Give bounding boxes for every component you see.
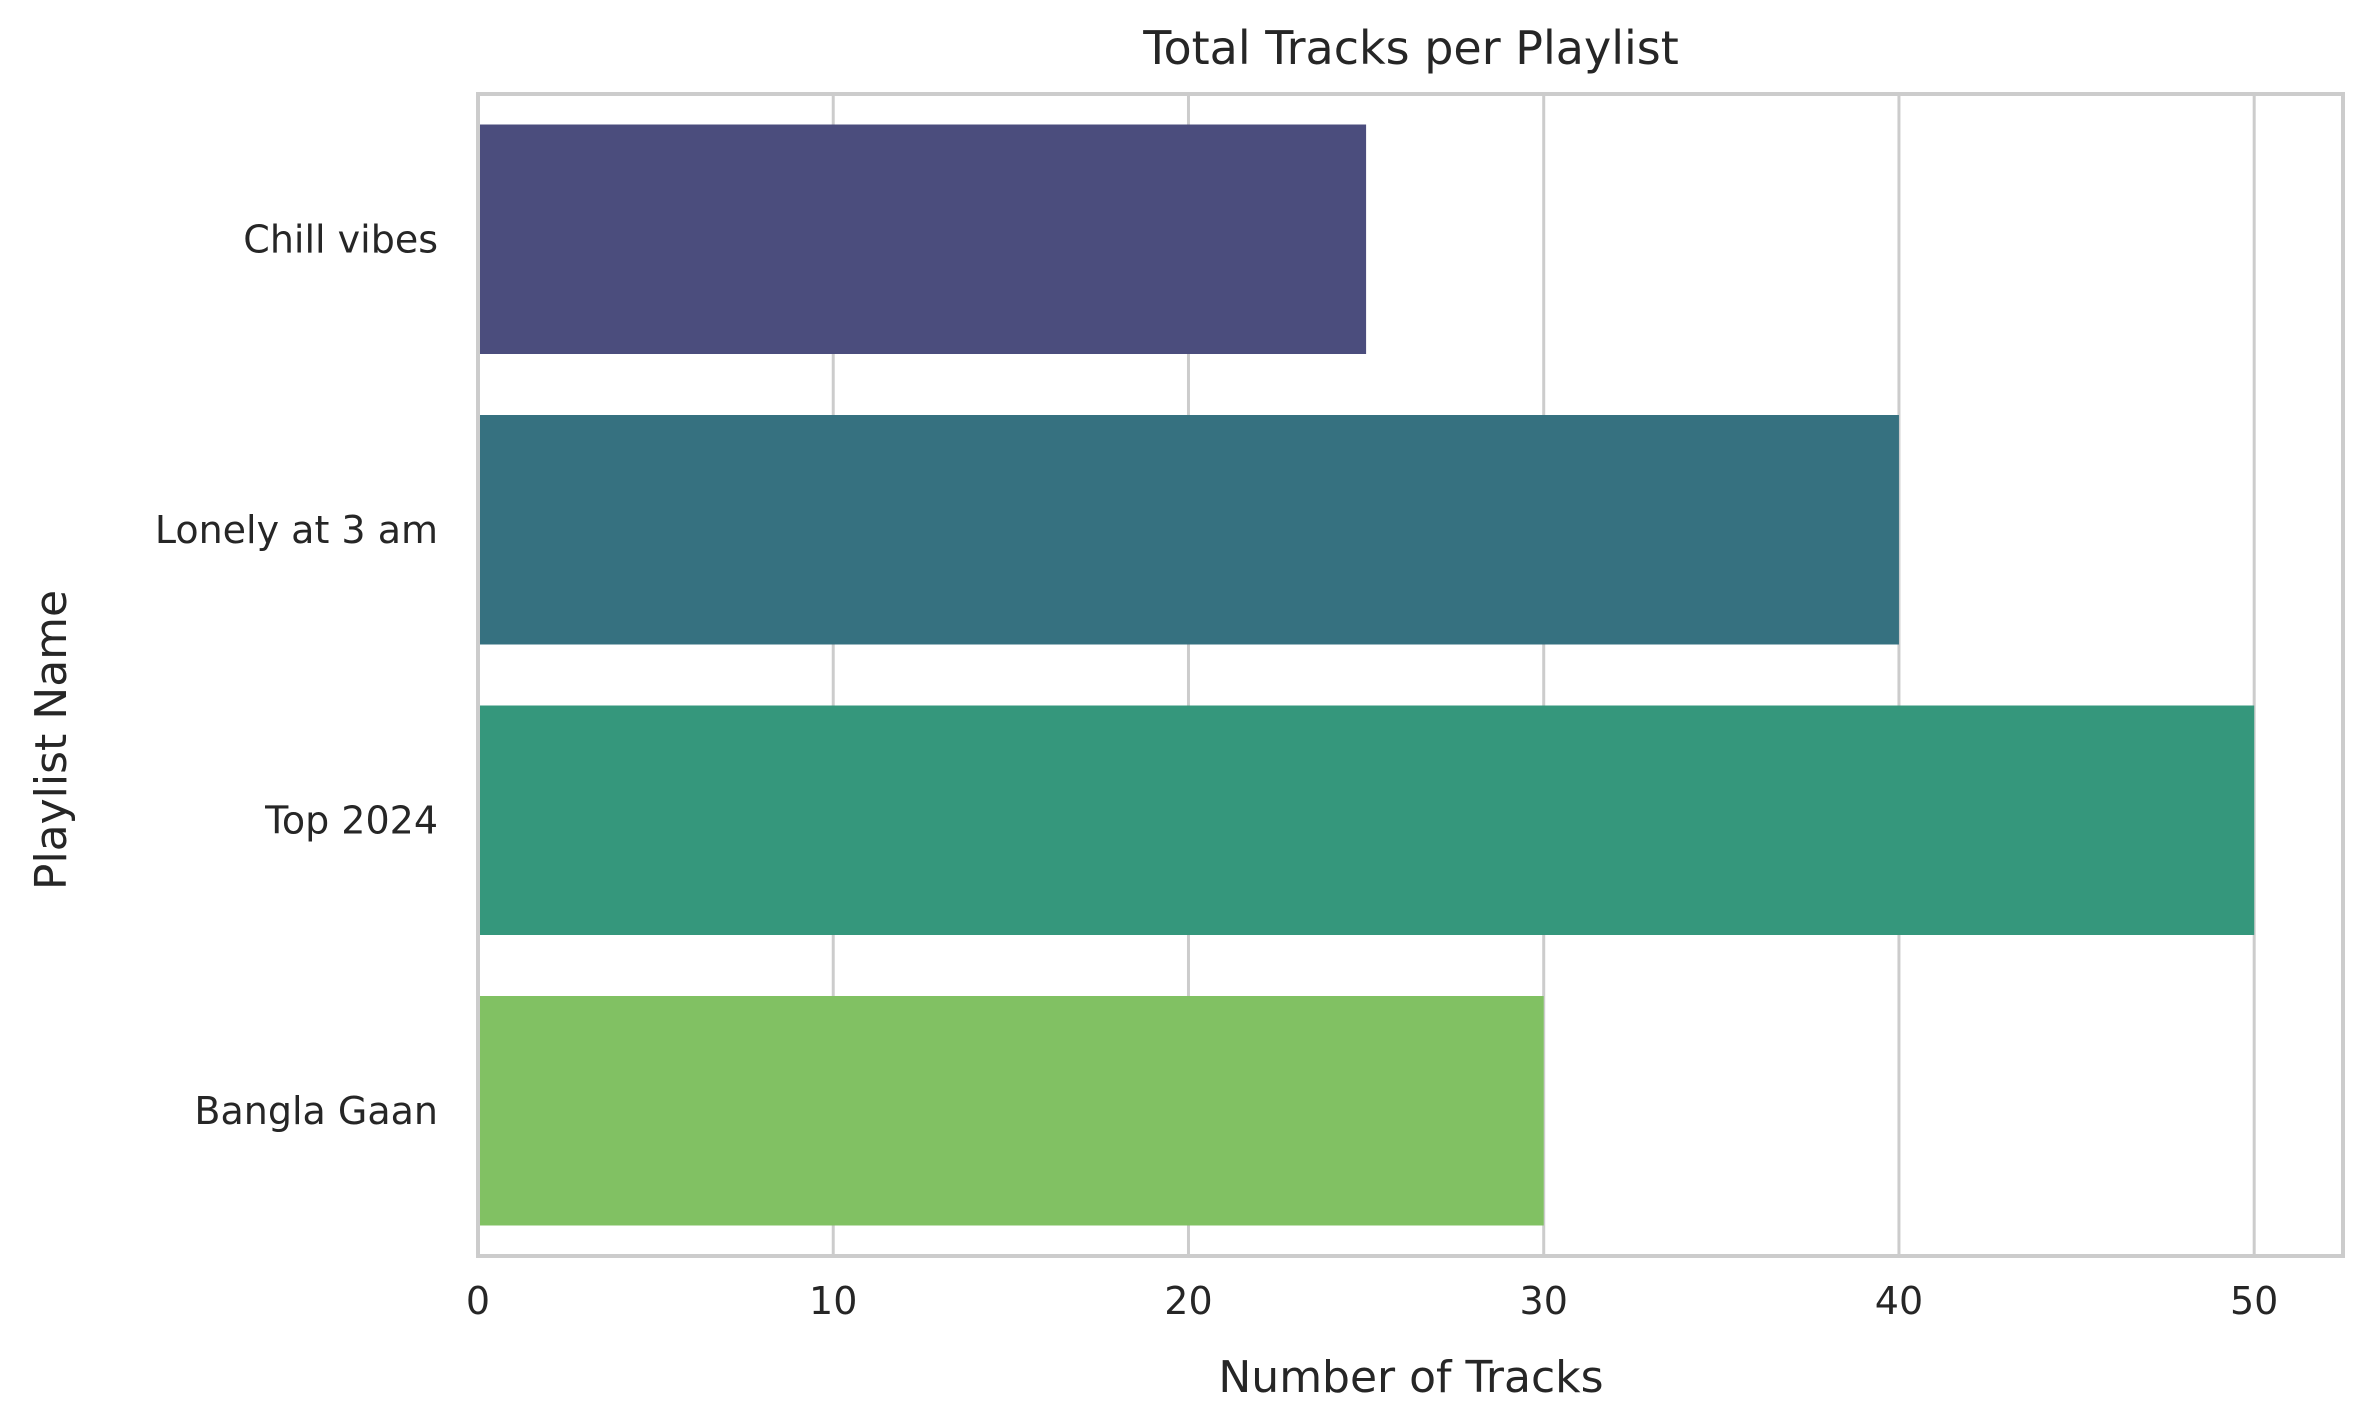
bar-bangla-gaan — [478, 996, 1544, 1226]
bars — [478, 124, 2255, 1226]
x-tick-label: 10 — [809, 1279, 857, 1323]
plot-frame — [476, 92, 2345, 1258]
bar-chill-vibes — [478, 124, 1367, 354]
x-tick-label: 20 — [1164, 1279, 1212, 1323]
y-tick-label: Chill vibes — [243, 217, 438, 261]
x-axis-title: Number of Tracks — [1218, 1352, 1603, 1403]
y-tick-labels: Chill vibes Lonely at 3 am Top 2024 Bangla … — [155, 217, 438, 1133]
y-axis-title: Playlist Name — [26, 590, 77, 890]
x-tick-label: 50 — [2230, 1279, 2278, 1323]
chart-title: Total Tracks per Playlist — [1142, 21, 1679, 75]
x-tick-label: 40 — [1875, 1279, 1923, 1323]
bar-lonely-at-3-am — [478, 415, 1899, 645]
bar-top-2024 — [478, 705, 2255, 935]
y-tick-label: Top 2024 — [264, 798, 438, 842]
x-tick-label: 0 — [466, 1279, 490, 1323]
y-tick-label: Lonely at 3 am — [155, 508, 438, 552]
y-tick-label: Bangla Gaan — [194, 1089, 438, 1133]
x-tick-label: 30 — [1520, 1279, 1568, 1323]
x-tick-labels: 0 10 20 30 40 50 — [466, 1279, 2278, 1323]
